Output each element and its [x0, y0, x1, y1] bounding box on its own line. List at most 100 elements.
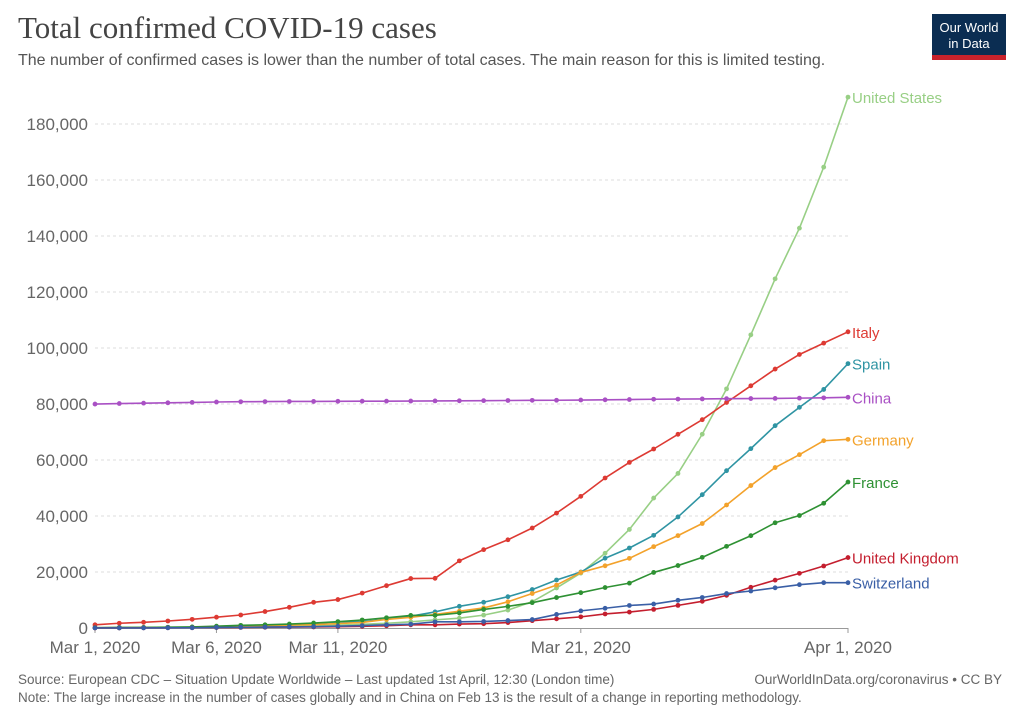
data-point: [797, 225, 802, 231]
data-point: [821, 580, 827, 586]
data-point: [408, 613, 414, 618]
data-point: [797, 513, 802, 518]
data-point: [602, 585, 608, 590]
data-point: [311, 599, 317, 605]
data-point: [675, 471, 681, 476]
data-point: [724, 591, 729, 596]
data-point: [262, 399, 268, 404]
data-point: [797, 570, 802, 576]
data-point: [748, 446, 754, 452]
data-point: [699, 554, 705, 560]
data-point: [505, 618, 511, 623]
data-point: [92, 625, 98, 631]
y-tick-label: 180,000: [27, 115, 88, 134]
data-point: [797, 582, 802, 588]
data-point: [748, 396, 754, 401]
data-point: [481, 607, 487, 612]
data-point: [505, 603, 511, 609]
y-tick-label: 60,000: [36, 451, 88, 470]
data-point: [602, 605, 608, 611]
data-point: [286, 399, 292, 404]
data-point: [821, 164, 827, 170]
owid-logo[interactable]: Our World in Data: [932, 14, 1006, 60]
data-point: [724, 543, 729, 549]
x-tick-label: Apr 1, 2020: [804, 638, 892, 657]
data-point: [481, 398, 487, 404]
data-point: [432, 575, 438, 581]
series-line: [94, 363, 849, 629]
series-label: Italy: [852, 325, 880, 342]
data-point: [675, 431, 681, 437]
data-point: [505, 607, 511, 613]
data-point: [821, 340, 827, 346]
data-point: [481, 619, 487, 624]
series-label: Switzerland: [852, 576, 930, 593]
data-point: [554, 582, 559, 588]
logo-red-bar: [932, 55, 1006, 60]
data-point: [408, 398, 414, 404]
data-point: [456, 619, 462, 625]
data-point: [359, 398, 365, 404]
data-point: [651, 532, 657, 538]
data-point: [845, 555, 851, 560]
data-point: [481, 612, 487, 618]
data-point: [845, 436, 851, 442]
series-label: China: [852, 390, 892, 407]
data-point: [141, 625, 146, 631]
data-point: [699, 595, 705, 600]
chart-subtitle: The number of confirmed cases is lower t…: [18, 52, 826, 69]
data-point: [335, 619, 341, 625]
data-point: [505, 537, 511, 543]
data-point: [529, 591, 535, 596]
data-point: [505, 398, 511, 403]
chart-title: Total confirmed COVID-19 cases: [18, 10, 437, 45]
data-point: [286, 624, 292, 630]
data-point: [772, 396, 778, 401]
data-point: [772, 366, 778, 372]
data-point: [699, 492, 705, 498]
data-point: [456, 398, 462, 404]
data-point: [335, 623, 341, 629]
data-point: [286, 604, 292, 610]
data-point: [505, 599, 511, 605]
data-point: [238, 624, 244, 630]
data-point: [578, 397, 584, 403]
data-point: [529, 397, 535, 403]
data-point: [92, 401, 98, 407]
credit-link[interactable]: OurWorldInData.org/coronavirus • CC BY: [754, 672, 1002, 687]
data-point: [651, 570, 657, 575]
data-point: [845, 94, 851, 100]
x-tick-label: Mar 21, 2020: [531, 638, 631, 657]
data-point: [699, 396, 705, 402]
data-point: [845, 394, 851, 400]
data-point: [554, 510, 559, 516]
data-point: [335, 597, 341, 602]
data-point: [651, 606, 657, 612]
data-point: [456, 603, 462, 609]
data-point: [602, 555, 608, 561]
data-point: [651, 601, 657, 607]
data-point: [359, 623, 365, 628]
data-point: [626, 580, 632, 586]
data-point: [797, 452, 802, 458]
data-point: [699, 521, 705, 526]
data-point: [797, 352, 802, 357]
data-point: [748, 533, 754, 539]
series-line: [94, 581, 848, 629]
data-point: [481, 547, 487, 553]
data-point: [602, 611, 608, 617]
data-point: [432, 398, 438, 404]
logo-line-2: in Data: [948, 36, 990, 51]
data-point: [554, 397, 559, 403]
data-point: [626, 609, 632, 615]
data-point: [456, 615, 462, 621]
data-point: [554, 612, 559, 617]
data-point: [432, 619, 438, 625]
data-point: [699, 417, 705, 423]
data-point: [384, 398, 389, 404]
data-point: [311, 399, 317, 404]
data-point: [748, 584, 754, 590]
data-point: [505, 594, 511, 600]
data-point: [772, 577, 778, 583]
data-point: [699, 431, 705, 437]
